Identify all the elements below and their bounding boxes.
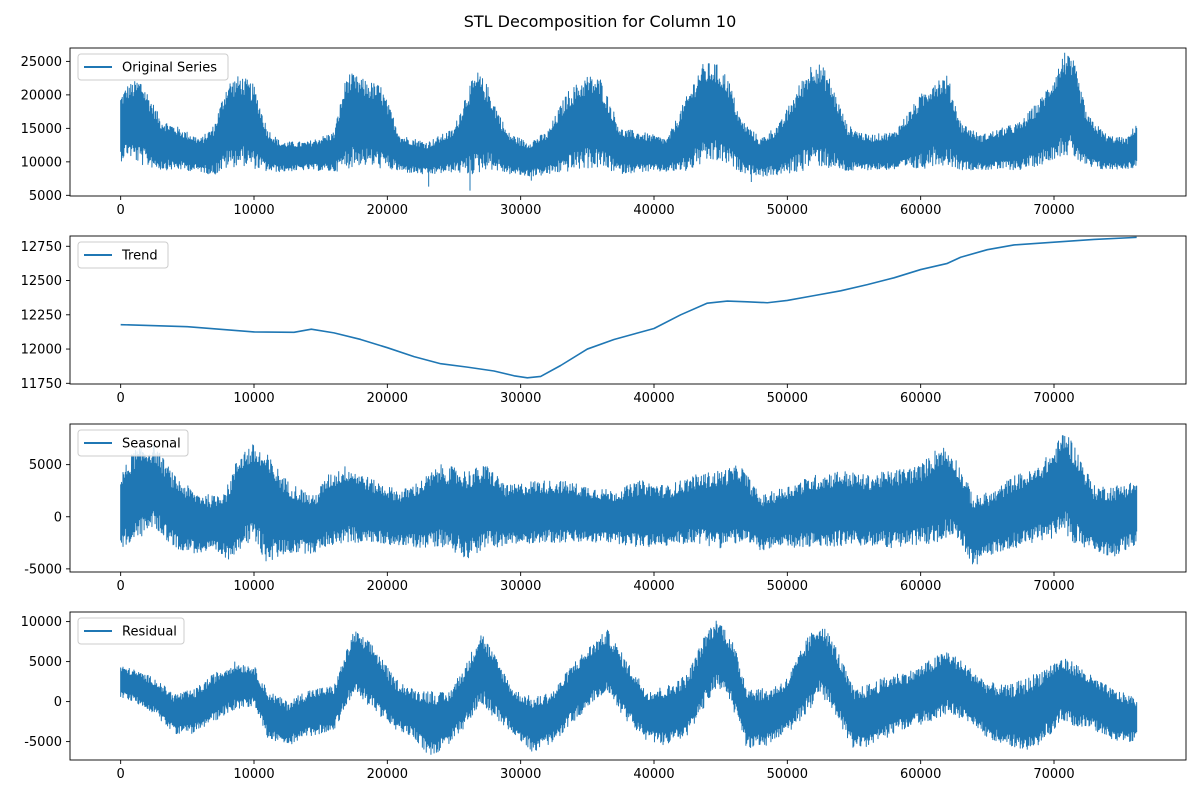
seasonal-x-tick-label: 20000	[367, 579, 408, 594]
trend-y-tick-label: 12750	[21, 240, 62, 255]
residual-y-tick-label: -5000	[24, 735, 62, 750]
residual-series-line	[120, 620, 1138, 755]
seasonal-y-tick-label: 5000	[29, 458, 62, 473]
seasonal-series-line	[120, 435, 1138, 565]
residual-x-tick-label: 40000	[633, 767, 674, 782]
trend-y-tick-label: 12000	[21, 343, 62, 358]
original-y-tick-label: 25000	[21, 55, 62, 70]
trend-x-tick-label: 50000	[767, 391, 808, 406]
trend-x-tick-label: 40000	[633, 391, 674, 406]
original-legend: Original Series	[77, 53, 229, 81]
trend-series-line	[120, 236, 1137, 379]
trend-x-tick-label: 60000	[900, 391, 941, 406]
residual-axes-frame	[69, 611, 1187, 761]
residual-x-tick-label: 30000	[500, 767, 541, 782]
seasonal-x-tick-label: 40000	[633, 579, 674, 594]
trend-x-tick-label: 70000	[1033, 391, 1074, 406]
seasonal-legend-label: Seasonal	[122, 437, 181, 452]
residual-y-tick-label: 0	[54, 695, 62, 710]
seasonal-legend: Seasonal	[77, 429, 189, 457]
trend-axes-frame	[69, 235, 1187, 385]
original-y-tick-label: 10000	[21, 155, 62, 170]
seasonal-x-tick-label: 60000	[900, 579, 941, 594]
original-x-tick-label: 40000	[633, 203, 674, 218]
original-x-tick-label: 0	[117, 203, 125, 218]
original-y-tick-label: 20000	[21, 88, 62, 103]
trend-x-tick-label: 10000	[233, 391, 274, 406]
original-legend-label: Original Series	[122, 61, 217, 76]
trend-y-tick-label: 12250	[21, 308, 62, 323]
original-panel: 0 10000 20000 30000 40000 50000 60000 70000 5000…	[21, 47, 1187, 218]
original-legend-box	[77, 53, 229, 81]
trend-x-tick-label: 20000	[367, 391, 408, 406]
residual-panel: 0 10000 20000 30000 40000 50000 60000 70000-500…	[21, 611, 1187, 782]
residual-legend: Residual	[77, 617, 185, 645]
seasonal-x-tick-label: 0	[117, 579, 125, 594]
residual-x-tick-label: 60000	[900, 767, 941, 782]
original-x-tick-label: 10000	[233, 203, 274, 218]
trend-x-tick-label: 30000	[500, 391, 541, 406]
residual-x-tick-label: 20000	[367, 767, 408, 782]
figure-title: STL Decomposition for Column 10	[463, 12, 737, 31]
residual-x-tick-label: 0	[117, 767, 125, 782]
trend-panel: 0 10000 20000 30000 40000 50000 60000 70000 1175…	[21, 235, 1187, 406]
original-y-tick-label: 15000	[21, 122, 62, 137]
seasonal-x-tick-label: 70000	[1033, 579, 1074, 594]
seasonal-y-tick-label: 0	[54, 510, 62, 525]
seasonal-x-tick-label: 30000	[500, 579, 541, 594]
residual-y-tick-label: 10000	[21, 615, 62, 630]
residual-x-tick-label: 50000	[767, 767, 808, 782]
residual-legend-label: Residual	[122, 625, 177, 640]
seasonal-x-tick-label: 50000	[767, 579, 808, 594]
trend-x-tick-label: 0	[117, 391, 125, 406]
trend-y-tick-label: 11750	[21, 377, 62, 392]
seasonal-panel: 0 10000 20000 30000 40000 50000 60000 70000-500…	[24, 423, 1187, 594]
trend-legend: Trend	[77, 241, 169, 269]
original-axes-frame	[69, 47, 1187, 197]
residual-x-tick-label: 70000	[1033, 767, 1074, 782]
original-x-tick-label: 60000	[900, 203, 941, 218]
residual-y-tick-label: 5000	[29, 655, 62, 670]
original-x-tick-label: 20000	[367, 203, 408, 218]
seasonal-y-tick-label: -5000	[24, 562, 62, 577]
original-series-line	[120, 52, 1138, 191]
original-x-tick-label: 50000	[767, 203, 808, 218]
original-y-tick-label: 5000	[29, 189, 62, 204]
trend-y-tick-label: 12500	[21, 274, 62, 289]
residual-legend-box	[77, 617, 185, 645]
trend-legend-label: Trend	[121, 249, 158, 264]
original-x-tick-label: 70000	[1033, 203, 1074, 218]
residual-x-tick-label: 10000	[233, 767, 274, 782]
seasonal-legend-box	[77, 429, 189, 457]
seasonal-axes-frame	[69, 423, 1187, 573]
seasonal-x-tick-label: 10000	[233, 579, 274, 594]
trend-legend-box	[77, 241, 169, 269]
original-x-tick-label: 30000	[500, 203, 541, 218]
